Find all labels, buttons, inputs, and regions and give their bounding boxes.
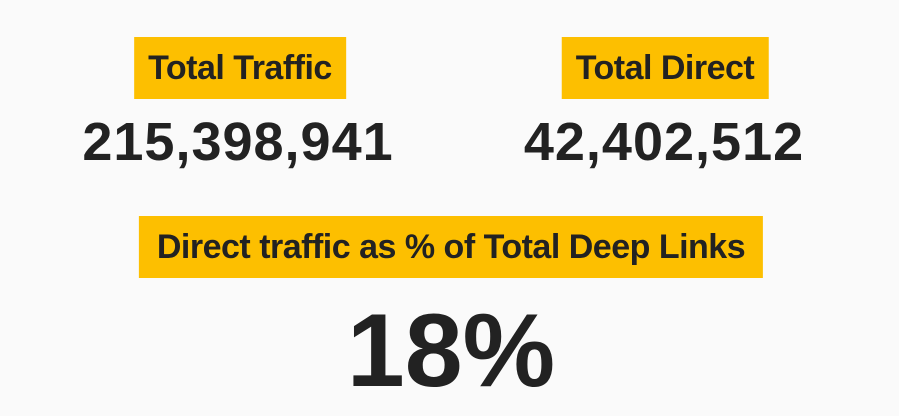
- ratio-label: Direct traffic as % of Total Deep Links: [138, 216, 764, 278]
- kpi-value: 215,398,941: [82, 112, 394, 172]
- ratio-value: 18%: [346, 293, 556, 409]
- kpi-label: Total Direct: [561, 37, 769, 99]
- kpi-label: Total Traffic: [134, 37, 346, 99]
- kpi-value: 42,402,512: [523, 112, 805, 172]
